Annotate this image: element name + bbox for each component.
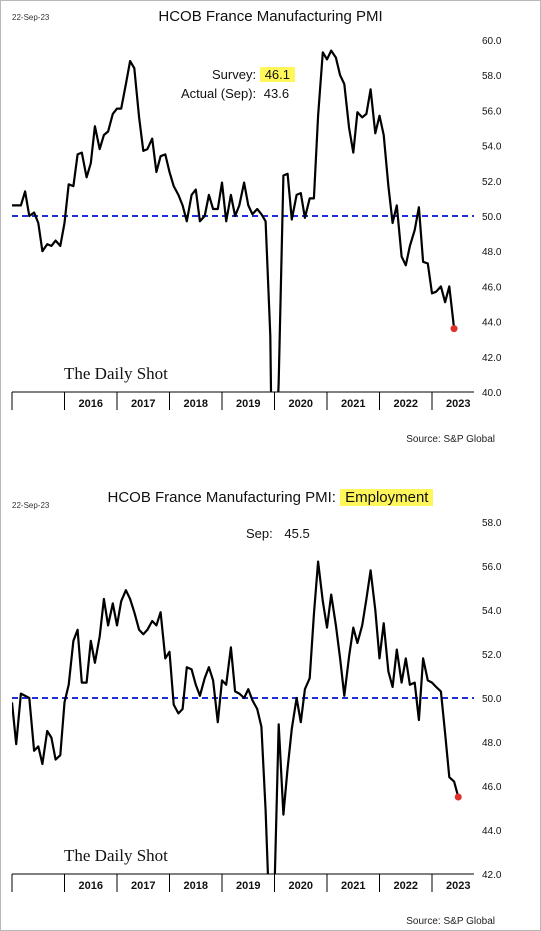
- pmi-line-chart: 40.0 42.0 44.0 46.0 48.0 50.0 52.0 54.0 56.0 58.0…: [11, 36, 502, 410]
- x-tick-label: 2020: [289, 398, 313, 410]
- y-tick-label: 46.0: [482, 282, 502, 293]
- chart-title: HCOB France Manufacturing PMI: Employmen…: [0, 489, 541, 506]
- watermark-logo: The Daily Shot: [64, 364, 168, 383]
- x-tick-label: 2023: [446, 398, 470, 410]
- series-line: [12, 560, 460, 874]
- y-tick-label: 40.0: [482, 388, 502, 399]
- y-tick-label: 52.0: [482, 177, 502, 188]
- sep-value: 45.5: [284, 526, 310, 541]
- y-tick-label: 54.0: [482, 142, 502, 153]
- x-tick-label: 2019: [236, 880, 260, 892]
- x-tick-label: 2022: [394, 880, 418, 892]
- chart-title-highlight: Employment: [340, 489, 434, 506]
- series-line: [12, 49, 456, 392]
- actual-label: Actual (Sep):: [181, 86, 257, 101]
- watermark-logo: The Daily Shot: [64, 846, 168, 865]
- x-tick-label: 2016: [79, 398, 103, 410]
- y-tick-label: 46.0: [482, 782, 502, 793]
- y-tick-label: 52.0: [482, 650, 502, 661]
- sep-annotation: Sep: 45.5: [246, 526, 310, 541]
- x-tick-label: 2020: [289, 880, 313, 892]
- chart-title-text: HCOB France Manufacturing PMI: [158, 8, 383, 25]
- chart-panel-employment: 22-Sep-23 HCOB France Manufacturing PMI:…: [0, 470, 541, 931]
- actual-value: 43.6: [263, 86, 290, 101]
- x-tick-label: 2021: [341, 398, 365, 410]
- y-tick-label: 42.0: [482, 353, 502, 364]
- x-tick-label: 2018: [184, 880, 208, 892]
- source-note: Source: S&P Global: [406, 434, 495, 445]
- y-tick-label: 60.0: [482, 36, 502, 47]
- y-tick-label: 56.0: [482, 562, 502, 573]
- x-tick-label: 2017: [131, 398, 155, 410]
- y-tick-label: 50.0: [482, 212, 502, 223]
- y-tick-label: 56.0: [482, 106, 502, 117]
- actual-annotation: Actual (Sep): 43.6: [181, 86, 289, 101]
- x-tick-label: 2017: [131, 880, 155, 892]
- x-tick-label: 2016: [79, 880, 103, 892]
- y-tick-label: 48.0: [482, 738, 502, 749]
- x-tick-label: 2022: [394, 398, 418, 410]
- y-tick-label: 58.0: [482, 71, 502, 82]
- survey-label: Survey:: [212, 67, 257, 82]
- date-stamp: 22-Sep-23: [12, 501, 50, 510]
- chart-title: HCOB France Manufacturing PMI: [0, 8, 541, 25]
- y-tick-label: 54.0: [482, 606, 502, 617]
- x-tick-label: 2023: [446, 880, 470, 892]
- last-data-point: [454, 793, 462, 801]
- x-tick-label: 2018: [184, 398, 208, 410]
- y-tick-label: 58.0: [482, 518, 502, 529]
- sep-label: Sep:: [246, 526, 273, 541]
- survey-value: 46.1: [259, 67, 296, 82]
- date-stamp: 22-Sep-23: [12, 13, 50, 22]
- y-tick-label: 42.0: [482, 870, 502, 881]
- y-tick-label: 50.0: [482, 694, 502, 705]
- chart-panel-manufacturing-pmi: 22-Sep-23 HCOB France Manufacturing PMI …: [0, 0, 541, 460]
- employment-line-chart: 42.0 44.0 46.0 48.0 50.0 52.0 54.0 56.0 58.0 2016…: [11, 518, 502, 892]
- x-tick-label: 2021: [341, 880, 365, 892]
- survey-annotation: Survey: 46.1: [212, 67, 296, 82]
- y-tick-label: 44.0: [482, 826, 502, 837]
- last-data-point: [450, 325, 458, 333]
- y-tick-label: 44.0: [482, 318, 502, 329]
- chart-title-text: HCOB France Manufacturing PMI:: [107, 489, 341, 506]
- y-tick-label: 48.0: [482, 247, 502, 258]
- source-note: Source: S&P Global: [406, 916, 495, 927]
- x-tick-label: 2019: [236, 398, 260, 410]
